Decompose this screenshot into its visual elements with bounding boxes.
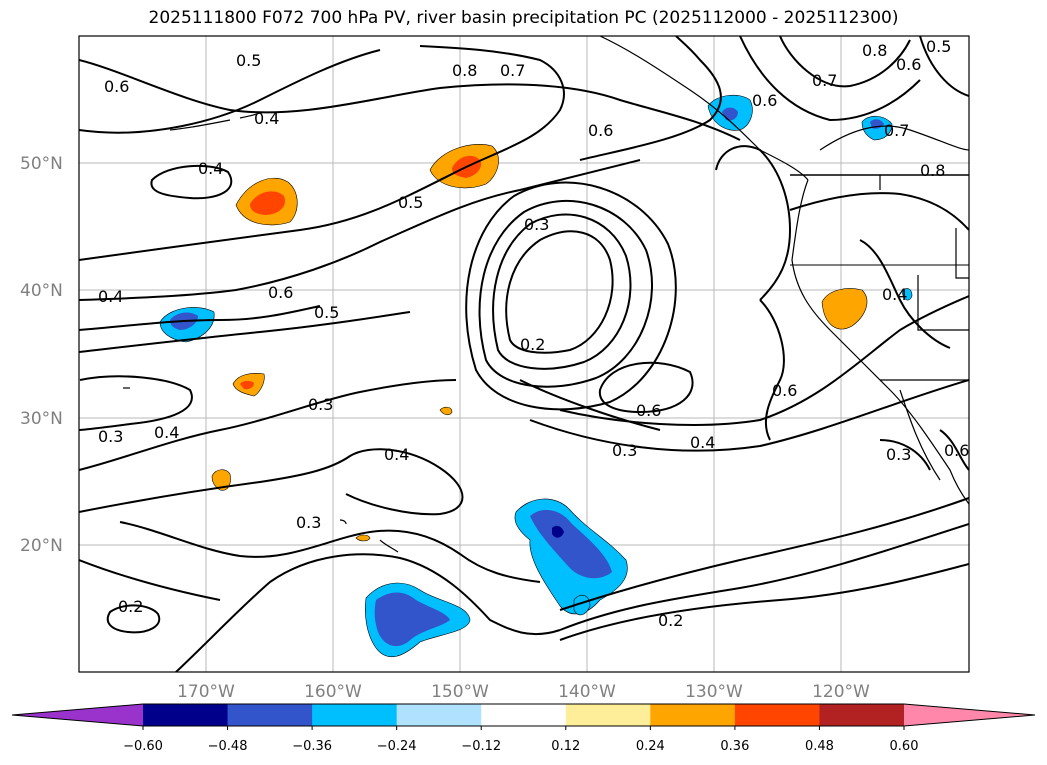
colorbar: −0.60 −0.48 −0.36 −0.24 −0.12 0.12 0.24 0.36 0.4… bbox=[11, 703, 1036, 754]
contour-label: 0.4 bbox=[198, 159, 223, 178]
lat-labels: 20°N 30°N 40°N 50°N bbox=[20, 154, 63, 556]
contour-label: 0.4 bbox=[690, 433, 715, 452]
map-frame bbox=[78, 35, 970, 673]
lon-label: 130°W bbox=[685, 682, 743, 702]
colorbar-cell bbox=[481, 704, 567, 726]
contour-label: 0.8 bbox=[452, 61, 477, 80]
precip-negative-blob bbox=[573, 594, 591, 616]
colorbar-tick-label: −0.60 bbox=[123, 739, 163, 754]
contour-labels: 0.6 0.5 0.4 0.8 0.7 0.6 0.6 0.7 0.8 0.4 … bbox=[98, 37, 969, 630]
colorbar-cell bbox=[819, 704, 905, 726]
precip-positive-core bbox=[240, 380, 254, 390]
figure-title: 2025111800 F072 700 hPa PV, river basin … bbox=[148, 8, 899, 28]
contour-label: 0.8 bbox=[920, 161, 945, 180]
contour-label: 0.4 bbox=[254, 109, 279, 128]
colorbar-cell bbox=[312, 704, 398, 726]
precip-positive-core bbox=[250, 191, 286, 215]
contour-label: 0.7 bbox=[812, 71, 837, 90]
contour-label: 0.6 bbox=[268, 283, 293, 302]
precip-anomaly-fills bbox=[159, 94, 913, 658]
pv-contours bbox=[79, 36, 969, 672]
contour-label: 0.7 bbox=[500, 61, 525, 80]
lat-label: 30°N bbox=[20, 409, 63, 429]
lat-label: 20°N bbox=[20, 536, 63, 556]
contour-label: 0.6 bbox=[896, 55, 921, 74]
precip-positive-blob bbox=[821, 288, 868, 330]
contour-label: 0.5 bbox=[236, 51, 261, 70]
colorbar-tick-label: −0.48 bbox=[208, 739, 248, 754]
contour-label: 0.2 bbox=[658, 611, 683, 630]
colorbar-cell bbox=[396, 704, 482, 726]
contour-label: 0.6 bbox=[636, 401, 661, 420]
colorbar-cell bbox=[650, 704, 736, 726]
contour-label: 0.4 bbox=[98, 287, 123, 306]
contour-label: 0.2 bbox=[118, 597, 143, 616]
colorbar-extend-high bbox=[904, 704, 1035, 726]
lon-label: 120°W bbox=[812, 682, 870, 702]
lon-label: 170°W bbox=[177, 682, 235, 702]
lat-label: 50°N bbox=[20, 154, 63, 174]
colorbar-tick-label: 0.24 bbox=[636, 739, 665, 754]
colorbar-cell bbox=[565, 704, 651, 726]
map-background bbox=[79, 36, 969, 672]
lon-label: 160°W bbox=[304, 682, 362, 702]
colorbar-cell bbox=[734, 704, 820, 726]
contour-label: 0.8 bbox=[862, 41, 887, 60]
lon-labels: 170°W 160°W 150°W 140°W 130°W 120°W bbox=[177, 682, 870, 702]
contour-label: 0.2 bbox=[520, 335, 545, 354]
contour-label: 0.6 bbox=[588, 121, 613, 140]
precip-negative-core bbox=[374, 592, 450, 647]
colorbar-tick-label: 0.12 bbox=[551, 739, 580, 754]
lon-label: 140°W bbox=[558, 682, 616, 702]
colorbar-extend-low bbox=[12, 704, 143, 726]
contour-label: 0.3 bbox=[886, 445, 911, 464]
contour-label: 0.3 bbox=[98, 427, 123, 446]
coastlines bbox=[123, 36, 969, 553]
contour-label: 0.6 bbox=[104, 77, 129, 96]
contour-label: 0.6 bbox=[752, 91, 777, 110]
colorbar-cell bbox=[143, 704, 229, 726]
colorbar-tick-label: 0.36 bbox=[720, 739, 749, 754]
contour-label: 0.4 bbox=[384, 445, 409, 464]
lat-label: 40°N bbox=[20, 281, 63, 301]
colorbar-cell bbox=[227, 704, 313, 726]
colorbar-tick-label: −0.36 bbox=[292, 739, 332, 754]
gridlines bbox=[79, 36, 969, 672]
contour-label: 0.3 bbox=[296, 513, 321, 532]
colorbar-tick-label: −0.24 bbox=[377, 739, 417, 754]
lon-label: 150°W bbox=[431, 682, 489, 702]
precip-positive-blob bbox=[355, 534, 371, 542]
colorbar-tick-label: 0.60 bbox=[890, 739, 919, 754]
precip-negative-blob bbox=[901, 288, 913, 301]
colorbar-tick-label: −0.12 bbox=[461, 739, 501, 754]
contour-label: 0.5 bbox=[926, 37, 951, 56]
contour-label: 0.6 bbox=[772, 381, 797, 400]
colorbar-tick-label: 0.48 bbox=[805, 739, 834, 754]
contour-label: 0.5 bbox=[398, 193, 423, 212]
precip-negative-core bbox=[552, 525, 564, 538]
contour-label: 0.3 bbox=[612, 441, 637, 460]
contour-label: 0.7 bbox=[884, 121, 909, 140]
precip-positive-blob bbox=[439, 406, 453, 416]
contour-label: 0.3 bbox=[308, 395, 333, 414]
contour-label: 0.6 bbox=[944, 441, 969, 460]
contour-label: 0.3 bbox=[524, 215, 549, 234]
precip-negative-core bbox=[530, 509, 612, 579]
contour-label: 0.4 bbox=[154, 423, 179, 442]
contour-label: 0.5 bbox=[314, 303, 339, 322]
contour-label: 0.4 bbox=[882, 285, 907, 304]
